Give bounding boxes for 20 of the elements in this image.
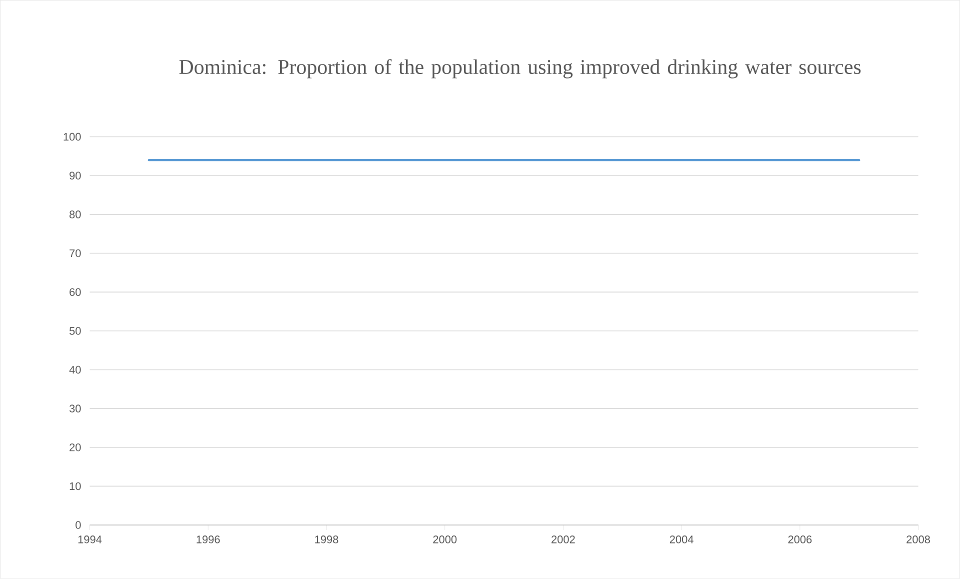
x-tick-label: 1994: [78, 536, 102, 544]
y-tick-label: 90: [70, 172, 81, 180]
x-tick-label: 1998: [315, 536, 338, 544]
x-tick-label: 2008: [906, 536, 930, 544]
x-tick-label: 2004: [670, 536, 694, 544]
y-tick-label: 10: [70, 482, 81, 490]
y-tick-label: 0: [76, 521, 81, 530]
x-tick-label: 2000: [433, 536, 457, 544]
x-tick-label: 1996: [196, 536, 220, 544]
y-tick-label: 30: [69, 404, 81, 413]
y-tick-label: 40: [69, 366, 81, 374]
y-tick-label: 70: [70, 250, 81, 258]
y-tick-label: 20: [70, 444, 81, 452]
x-tick-label: 2002: [552, 536, 575, 544]
chart-title: Dominica: Proportion of the population using improved drinking water sources: [179, 59, 861, 78]
y-tick-label: 50: [69, 327, 81, 335]
y-tick-label: 80: [70, 210, 81, 218]
y-tick-label: 100: [64, 133, 81, 141]
x-tick-label: 2006: [788, 536, 812, 544]
y-tick-label: 60: [70, 288, 81, 296]
